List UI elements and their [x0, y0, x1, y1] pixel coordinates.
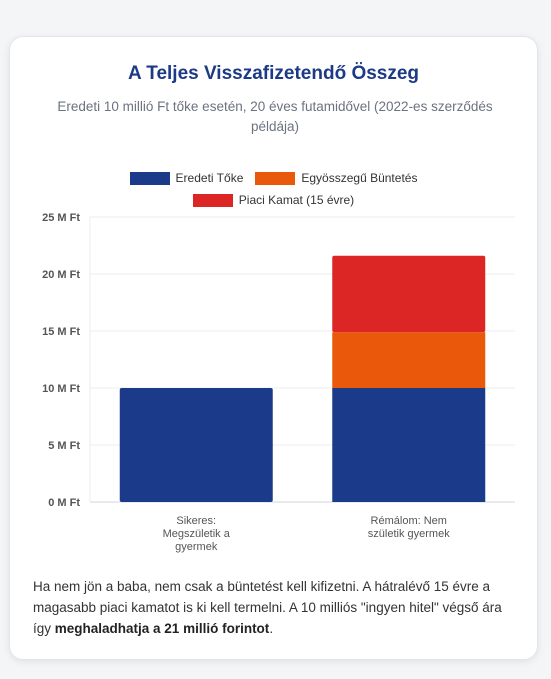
x-tick-label: születik gyermek — [368, 528, 450, 540]
footer-text-before: Ha nem jön a baba, nem csak a büntetést … — [33, 579, 502, 636]
legend-label-penalty: Egyösszegű Büntetés — [301, 171, 418, 185]
chart-subtitle: Eredeti 10 millió Ft tőke esetén, 20 éve… — [57, 99, 493, 134]
legend-swatch-penalty — [255, 171, 296, 185]
legend-row-1: Eredeti Tőke Egyösszegű Büntetés — [10, 167, 537, 189]
y-tick-label: 5 M Ft — [48, 440, 80, 452]
y-tick-label: 10 M Ft — [42, 383, 80, 395]
x-tick-label: Sikeres: — [176, 515, 216, 527]
legend-label-interest: Piaci Kamat (15 évre) — [238, 193, 355, 207]
legend-item-interest[interactable]: Piaci Kamat (15 évre) — [192, 193, 355, 207]
legend-label-principal: Eredeti Tőke — [175, 171, 244, 185]
y-tick-label: 20 M Ft — [42, 269, 80, 281]
chart-title: A Teljes Visszafizetendő Összeg — [127, 63, 420, 84]
legend-item-principal[interactable]: Eredeti Tőke — [129, 171, 244, 185]
bar-chart: 0 M Ft 5 M Ft 10 M Ft 15 M Ft 20 M Ft 25 M Ft… — [42, 212, 515, 553]
legend-swatch-interest — [192, 193, 233, 207]
legend-item-penalty[interactable]: Egyösszegű Büntetés — [255, 171, 417, 185]
y-tick-label: 25 M Ft — [42, 212, 80, 224]
y-tick-label: 0 M Ft — [48, 497, 80, 509]
x-tick-label: gyermek — [175, 541, 218, 553]
x-tick-label: Megszületik a — [163, 528, 231, 540]
legend-swatch-principal — [129, 171, 170, 185]
bar-segment — [332, 332, 486, 388]
footer-text-after: . — [269, 621, 274, 636]
bar-segment — [332, 255, 486, 333]
legend-row-2: Piaci Kamat (15 évre) — [10, 189, 537, 211]
footer-bold: meghaladhatja a 21 millió forintot — [54, 621, 270, 636]
x-tick-label: Rémálom: Nem — [371, 515, 447, 527]
chart-card: A Teljes Visszafizetendő Összeg Eredeti … — [9, 36, 538, 660]
footer-text: Ha nem jön a baba, nem csak a büntetést … — [33, 576, 521, 639]
y-tick-label: 15 M Ft — [42, 326, 80, 338]
chart-legend: Eredeti Tőke Egyösszegű Büntetés Piaci K… — [10, 167, 537, 211]
bar-segment — [119, 388, 273, 502]
bar-segment — [332, 388, 486, 502]
